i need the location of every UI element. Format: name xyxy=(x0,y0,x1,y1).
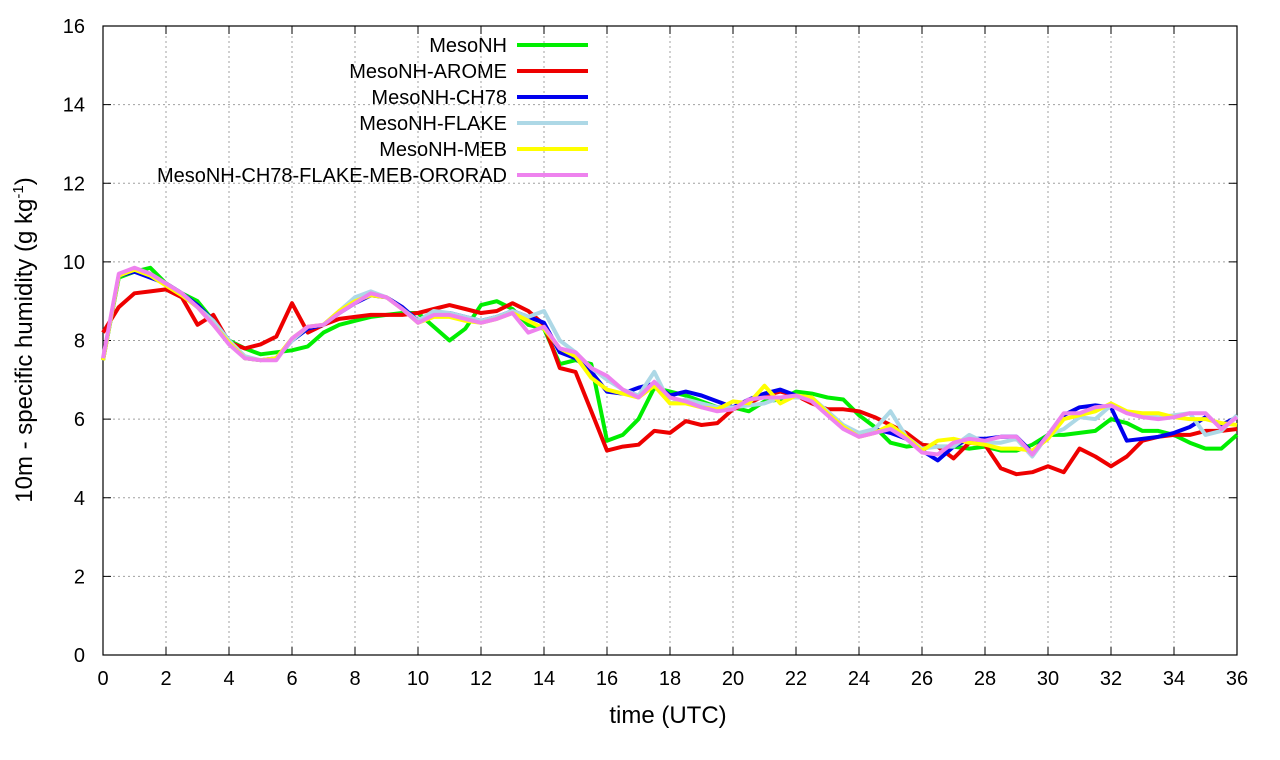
x-tick-label: 32 xyxy=(1100,668,1122,690)
y-tick-label: 6 xyxy=(74,409,85,431)
legend-label: MesoNH-FLAKE xyxy=(359,113,507,135)
legend: MesoNH MesoNH-AROME MesoNH-CH78 MesoNH-FLAK… xyxy=(157,35,588,187)
x-tick-label: 30 xyxy=(1037,668,1059,690)
x-tick-label: 20 xyxy=(722,668,744,690)
x-tick-label: 10 xyxy=(407,668,429,690)
x-tick-label: 34 xyxy=(1163,668,1185,690)
x-tick-label: 6 xyxy=(286,668,297,690)
legend-label: MesoNH-AROME xyxy=(349,61,507,83)
y-tick-label: 8 xyxy=(74,331,85,353)
x-tick-label: 22 xyxy=(785,668,807,690)
x-tick-label: 18 xyxy=(659,668,681,690)
x-tick-label: 28 xyxy=(974,668,996,690)
y-tick-label: 4 xyxy=(74,488,85,510)
x-axis-title: time (UTC) xyxy=(609,702,726,729)
x-tick-label: 36 xyxy=(1226,668,1248,690)
y-tick-label: 16 xyxy=(63,16,85,38)
x-tick-label: 14 xyxy=(533,668,555,690)
x-tick-label: 26 xyxy=(911,668,933,690)
legend-label: MesoNH-CH78 xyxy=(371,87,507,109)
y-tick-label: 2 xyxy=(74,566,85,588)
x-tick-label: 24 xyxy=(848,668,870,690)
x-tick-label: 4 xyxy=(223,668,234,690)
y-tick-label: 0 xyxy=(74,645,85,667)
y-tick-label: 12 xyxy=(63,173,85,195)
grid-lines xyxy=(103,26,1237,655)
x-tick-label: 0 xyxy=(97,668,108,690)
legend-label: MesoNH xyxy=(429,35,507,57)
series-lines xyxy=(101,265,1239,477)
y-tick-label: 14 xyxy=(63,95,85,117)
legend-label: MesoNH-CH78-FLAKE-MEB-ORORAD xyxy=(157,165,507,187)
x-tick-label: 12 xyxy=(470,668,492,690)
x-tick-label: 2 xyxy=(160,668,171,690)
series-line-mesonh-ch78-flake-meb-ororad xyxy=(101,265,1239,457)
y-axis-title: 10m - specific humidity (g kg-1) xyxy=(10,177,38,502)
x-tick-label: 8 xyxy=(349,668,360,690)
series-line-mesonh-arome xyxy=(101,287,1238,477)
x-tick-label: 16 xyxy=(596,668,618,690)
legend-label: MesoNH-MEB xyxy=(379,139,507,161)
y-tick-label: 10 xyxy=(63,252,85,274)
axis-ticks: 0 2 4 6 8 10 12 14 16 18 20 22 24 26 28 30 32 34 360246810… xyxy=(63,16,1248,690)
